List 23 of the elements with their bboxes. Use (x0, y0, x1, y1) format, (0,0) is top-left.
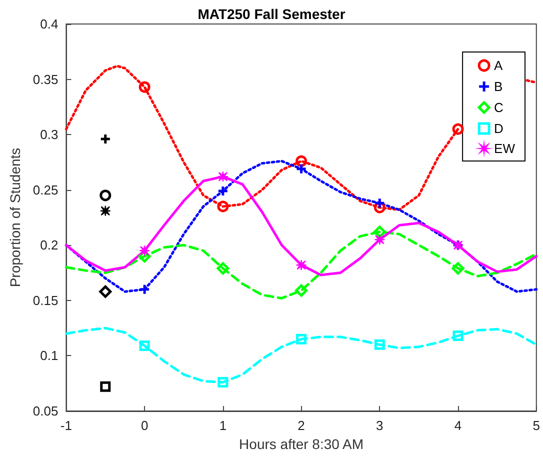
x-tick-label: 1 (219, 418, 227, 433)
y-axis-title: Proportion of Students (7, 148, 23, 288)
legend-label: D (494, 121, 504, 136)
x-tick-label: 4 (454, 418, 462, 433)
legend-label: A (494, 58, 504, 73)
y-tick-label: 0.2 (40, 238, 58, 253)
x-tick-label: 5 (532, 418, 540, 433)
legend-label: B (494, 79, 503, 94)
y-tick-label: 0.25 (32, 182, 58, 198)
x-axis-title: Hours after 8:30 AM (239, 436, 364, 452)
y-tick-label: 0.1 (40, 348, 58, 364)
x-tick-label: 3 (376, 418, 384, 433)
y-tick-label: 0.15 (32, 292, 58, 308)
legend-label: C (494, 100, 504, 115)
legend-label: EW (494, 141, 516, 156)
y-tick-label: 0.3 (40, 127, 58, 142)
y-tick-label: 0.05 (32, 404, 58, 418)
x-tick-label: 2 (298, 418, 305, 433)
chart-title: MAT250 Fall Semester (198, 6, 346, 22)
y-tick-label: 0.4 (40, 16, 58, 32)
x-tick-label: -1 (60, 418, 72, 433)
y-tick-label: 0.35 (32, 72, 58, 87)
x-tick-label: 0 (140, 418, 148, 433)
